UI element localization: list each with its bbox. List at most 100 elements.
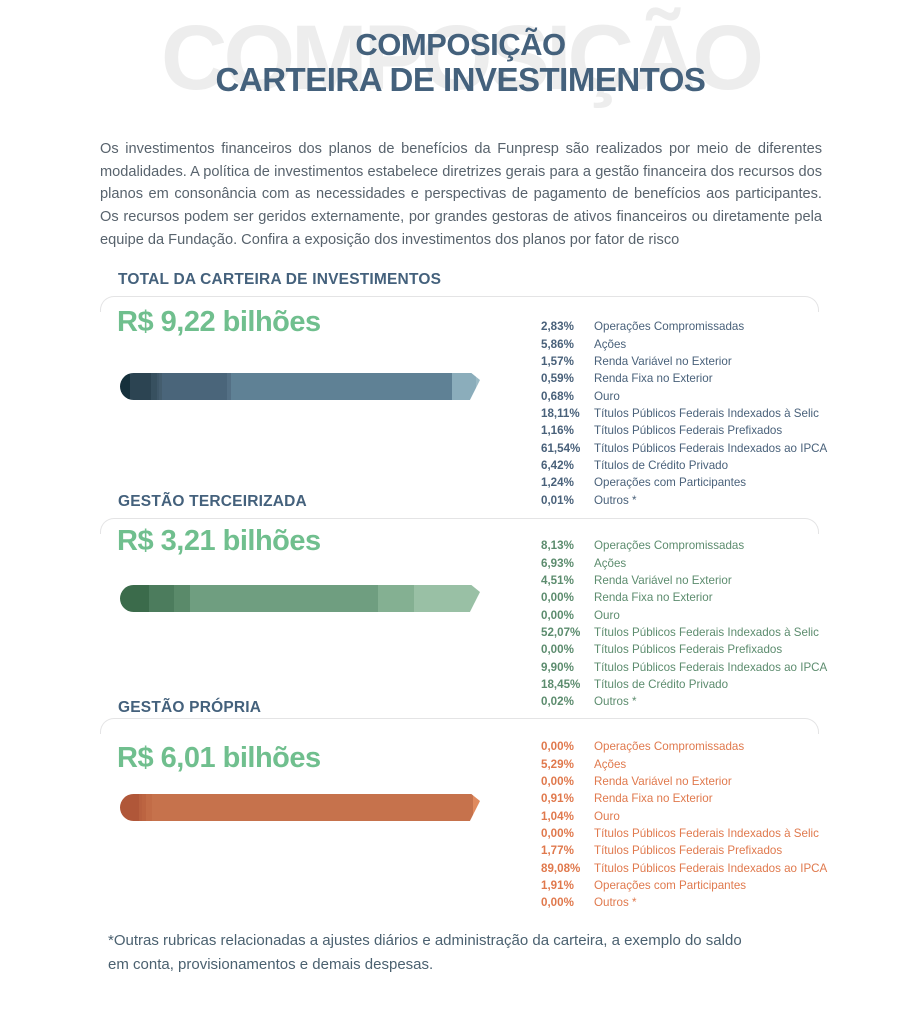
legend-label: Outros * [594,896,637,910]
bar-segment [156,373,160,400]
legend-percent: 18,11% [541,406,580,420]
legend-row: 1,77% Títulos Públicos Federais Prefixado… [541,844,871,857]
legend-label: Ouro [594,389,620,403]
bar-segment [230,373,453,400]
legend-percent: 1,91% [541,878,574,892]
legend-label: Renda Variável no Exterior [594,774,732,788]
bar-segment [130,373,152,400]
bar-segment [151,373,157,400]
legend-row: 1,24% Operações com Participantes [541,476,871,489]
legend-label: Ações [594,337,627,351]
legend-row: 0,00% Renda Variável no Exterior [541,775,871,788]
legend-label: Operações com Participantes [594,476,747,490]
legend-row: 5,29% Ações [541,758,871,771]
legend-label: Outros * [594,695,637,709]
legend-label: Operações Compromissadas [594,320,745,334]
legend-row: 9,90% Títulos Públicos Federais Indexados… [541,661,871,674]
legend-row: 61,54% Títulos Públicos Federais Indexado… [541,442,871,455]
bar-segment [149,585,175,612]
bar-segment [120,794,140,821]
legend-percent: 8,13% [541,539,574,553]
legend-label: Operações Compromissadas [594,539,745,553]
legend-label: Renda Fixa no Exterior [594,792,713,806]
legend-label: Títulos Públicos Federais Indexados ao I… [594,861,828,875]
legend-percent: 0,91% [541,792,574,806]
watermark-text: COMPOSIÇÃO [161,7,764,109]
legend-row: 0,00% Ouro [541,609,871,622]
legend-percent: 6,42% [541,458,574,472]
legend-label: Títulos Públicos Federais Indexados à Se… [594,625,819,639]
bar-segment [473,794,480,821]
legend-percent: 0,00% [541,591,574,605]
legend-row: 0,91% Renda Fixa no Exterior [541,792,871,805]
legend-label: Renda Fixa no Exterior [594,372,713,386]
section-total-value: R$ 9,22 bilhões [117,306,321,338]
legend-row: 0,00% Operações Compromissadas [541,740,871,753]
legend-row: 0,00% Títulos Públicos Federais Prefixado… [541,643,871,656]
legend-terceirizada: 8,13% Operações Compromissadas 6,93% Ações 4… [541,537,871,710]
legend-percent: 0,00% [541,643,574,657]
legend-row: 6,93% Ações [541,557,871,570]
section-header: TOTAL DA CARTEIRA DE INVESTIMENTOS [118,271,442,288]
legend-row: 5,86% Ações [541,338,871,351]
legend-label: Operações com Participantes [594,878,747,892]
legend-row: 4,51% Renda Variável no Exterior [541,574,871,587]
legend-row: 0,02% Outros * [541,695,871,708]
page-title-line2: CARTEIRA DE INVESTIMENTOS [215,61,706,98]
legend-row: 0,68% Ouro [541,390,871,403]
bar-segment [452,373,476,400]
bar-segment [226,373,231,400]
section-divider [100,718,819,734]
bar-segment [377,585,414,612]
bar-segment [139,794,143,821]
bar-segment [159,373,162,400]
legend-percent: 0,68% [541,389,574,403]
legend-label: Renda Fixa no Exterior [594,591,713,605]
bar-segment [190,585,378,612]
page-title: COMPOSIÇÃO CARTEIRA DE INVESTIMENTOS [0,28,921,98]
legend-percent: 4,51% [541,573,574,587]
bar-segment [413,585,480,612]
legend-row: 8,13% Operações Compromissadas [541,539,871,552]
bar-segment [120,373,131,400]
legend-label: Renda Variável no Exterior [594,573,732,587]
legend-percent: 18,45% [541,677,581,691]
legend-row: 18,45% Títulos de Crédito Privado [541,678,871,691]
legend-percent: 1,57% [541,354,574,368]
bar-segment [475,373,480,400]
legend-total: 2,83% Operações Compromissadas 5,86% Ações 1… [541,318,871,509]
legend-propria: 0,00% Operações Compromissadas 5,29% Ações 0… [541,738,871,911]
section-header: GESTÃO TERCEIRIZADA [118,493,307,510]
bar-segment [142,794,147,821]
legend-row: 1,04% Ouro [541,810,871,823]
legend-row: 2,83% Operações Compromissadas [541,320,871,333]
legend-label: Títulos de Crédito Privado [594,458,729,472]
legend-label: Ações [594,757,627,771]
legend-label: Títulos Públicos Federais Indexados à Se… [594,406,819,420]
legend-percent: 0,00% [541,826,574,840]
stacked-bar-total [120,373,480,400]
legend-percent: 0,00% [541,774,574,788]
legend-percent: 6,93% [541,556,574,570]
legend-percent: 0,01% [541,493,574,507]
legend-row: 0,01% Outros * [541,494,871,507]
legend-row: 0,00% Renda Fixa no Exterior [541,591,871,604]
legend-label: Títulos Públicos Federais Prefixados [594,844,783,858]
legend-percent: 9,90% [541,660,574,674]
legend-percent: 61,54% [541,441,581,455]
legend-label: Títulos Públicos Federais Indexados à Se… [594,826,819,840]
footnote-text: *Outras rubricas relacionadas a ajustes … [108,932,742,973]
legend-row: 52,07% Títulos Públicos Federais Indexado… [541,626,871,639]
legend-row: 1,57% Renda Variável no Exterior [541,355,871,368]
legend-row: 6,42% Títulos de Crédito Privado [541,459,871,472]
legend-percent: 0,00% [541,896,574,910]
bar-segment [161,373,227,400]
legend-row: 18,11% Títulos Públicos Federais Indexado… [541,407,871,420]
bar-segment [120,585,150,612]
legend-percent: 1,77% [541,844,574,858]
bar-segment [174,585,191,612]
legend-label: Títulos Públicos Federais Indexados ao I… [594,441,828,455]
legend-label: Ações [594,556,627,570]
legend-percent: 89,08% [541,861,581,875]
